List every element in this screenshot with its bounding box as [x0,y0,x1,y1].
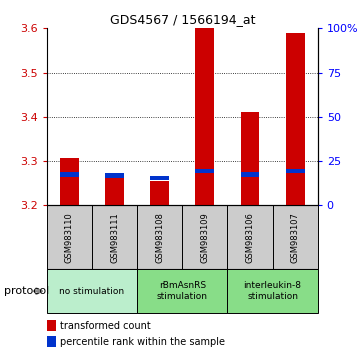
Bar [105,177,124,205]
FancyBboxPatch shape [182,205,227,269]
Bar [150,176,169,180]
Bar [195,169,214,173]
Bar [240,172,260,177]
Text: no stimulation: no stimulation [60,287,125,296]
Text: transformed count: transformed count [60,321,150,331]
Text: GSM983110: GSM983110 [65,212,74,263]
Title: GDS4567 / 1566194_at: GDS4567 / 1566194_at [109,13,255,26]
Text: GSM983106: GSM983106 [245,212,255,263]
FancyBboxPatch shape [137,205,182,269]
Bar [150,181,169,205]
Bar [240,112,260,205]
Bar [286,169,305,173]
Bar [105,173,124,178]
FancyBboxPatch shape [137,269,227,313]
Text: GSM983109: GSM983109 [200,212,209,263]
FancyBboxPatch shape [47,269,137,313]
Text: GSM983107: GSM983107 [291,212,300,263]
Bar [195,28,214,205]
Bar [60,158,79,205]
FancyBboxPatch shape [227,205,273,269]
FancyBboxPatch shape [273,205,318,269]
FancyBboxPatch shape [92,205,137,269]
Bar [286,33,305,205]
Bar [60,172,79,177]
Text: GSM983111: GSM983111 [110,212,119,263]
FancyBboxPatch shape [227,269,318,313]
FancyBboxPatch shape [47,205,92,269]
Text: percentile rank within the sample: percentile rank within the sample [60,337,225,347]
Text: interleukin-8
stimulation: interleukin-8 stimulation [244,281,301,301]
Text: GSM983108: GSM983108 [155,212,164,263]
Text: rBmAsnRS
stimulation: rBmAsnRS stimulation [157,281,208,301]
Text: protocol: protocol [4,286,49,296]
